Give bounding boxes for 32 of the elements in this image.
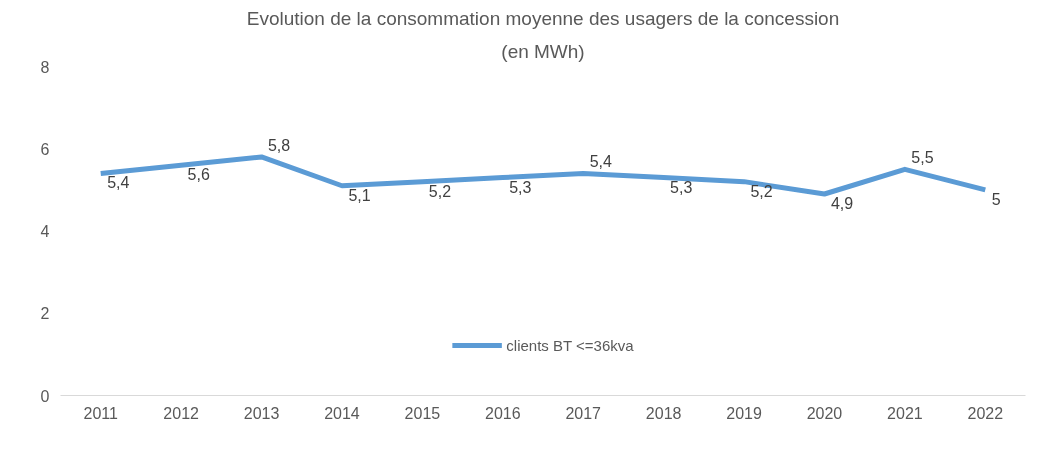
data-label: 5,8 <box>267 136 291 154</box>
legend-label: clients BT <=36kva <box>506 336 634 354</box>
data-label: 5,2 <box>750 182 773 200</box>
x-tick-label: 2017 <box>565 404 602 422</box>
y-tick-label: 0 <box>40 387 50 405</box>
x-tick-label: 2018 <box>645 404 682 422</box>
x-tick-label: 2011 <box>83 404 119 422</box>
chart-subtitle: (en MWh) <box>501 40 585 62</box>
data-label: 5,5 <box>911 149 934 167</box>
x-tick-label: 2012 <box>163 404 200 422</box>
x-tick-label: 2020 <box>806 404 843 422</box>
data-label: 4,9 <box>830 194 854 212</box>
data-label: 5,4 <box>107 174 130 192</box>
data-label: 5,6 <box>187 166 210 184</box>
x-tick-label: 2021 <box>887 404 923 422</box>
data-label: 5,1 <box>348 186 371 204</box>
x-tick-label: 2022 <box>967 404 1004 422</box>
data-label: 5 <box>991 190 1001 208</box>
x-tick-label: 2019 <box>726 404 762 422</box>
x-tick-label: 2014 <box>324 404 360 422</box>
x-tick-label: 2015 <box>404 404 441 422</box>
y-tick-label: 4 <box>40 223 50 240</box>
x-tick-label: 2013 <box>243 404 280 422</box>
chart-title: Evolution de la consommation moyenne des usagers de la concession <box>246 7 840 29</box>
data-label: 5,2 <box>428 182 452 200</box>
y-tick-label: 6 <box>40 140 50 158</box>
data-label: 5,4 <box>589 153 612 171</box>
x-tick-label: 2016 <box>484 404 521 422</box>
data-label: 5,3 <box>670 178 693 196</box>
y-tick-label: 8 <box>40 58 50 76</box>
data-label: 5,3 <box>509 178 532 196</box>
y-tick-label: 2 <box>40 305 50 323</box>
